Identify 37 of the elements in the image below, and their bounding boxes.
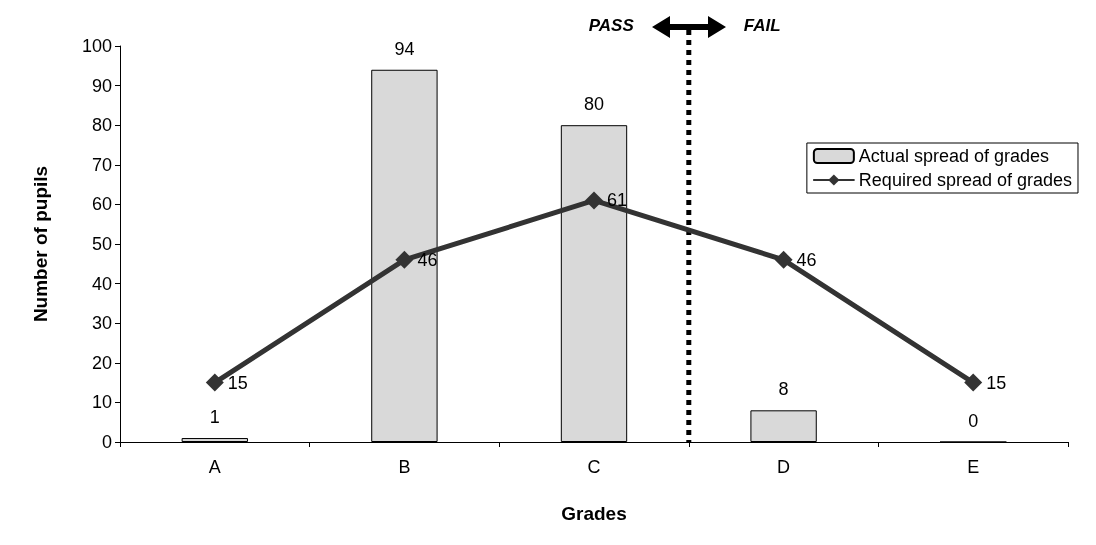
data-label: 61 [607,190,628,211]
legend-label: Actual spread of grades [858,146,1049,166]
y-tick-label: 80 [91,115,112,136]
data-label: 1 [209,407,220,428]
y-tick-label: 90 [91,75,112,96]
x-tick-label: B [398,457,411,477]
data-label: 46 [417,249,438,270]
x-tick-label: C [587,457,601,477]
x-tick-label: D [777,457,791,477]
data-label: 46 [796,249,817,270]
legend-label: Required spread of grades [858,170,1073,190]
y-tick-label: 30 [91,313,112,334]
y-tick-label: 10 [91,392,112,413]
y-tick-label: 40 [91,273,112,294]
data-label: 15 [227,372,248,393]
y-tick-label: 60 [91,194,112,215]
data-label: 0 [968,410,979,431]
y-tick-label: 20 [91,352,112,373]
y-tick-label: 0 [101,432,112,452]
y-axis-title: Number of pupils [30,165,51,323]
data-label: 15 [986,372,1007,393]
y-tick-label: 70 [91,154,112,175]
data-label: 80 [583,94,605,115]
point [205,373,224,392]
text: PASS [588,16,634,36]
point [395,250,414,269]
data-label: 94 [394,38,415,59]
y-tick-label: 100 [81,36,112,56]
point [585,191,603,210]
x-tick-label: A [208,457,221,477]
text: FAIL [743,16,781,36]
x-tick-label: E [967,457,980,477]
point [774,250,793,269]
y-tick-label: 50 [91,234,112,254]
data-label: 8 [778,379,789,400]
x-axis-title: Grades [561,503,627,524]
point [964,373,983,392]
